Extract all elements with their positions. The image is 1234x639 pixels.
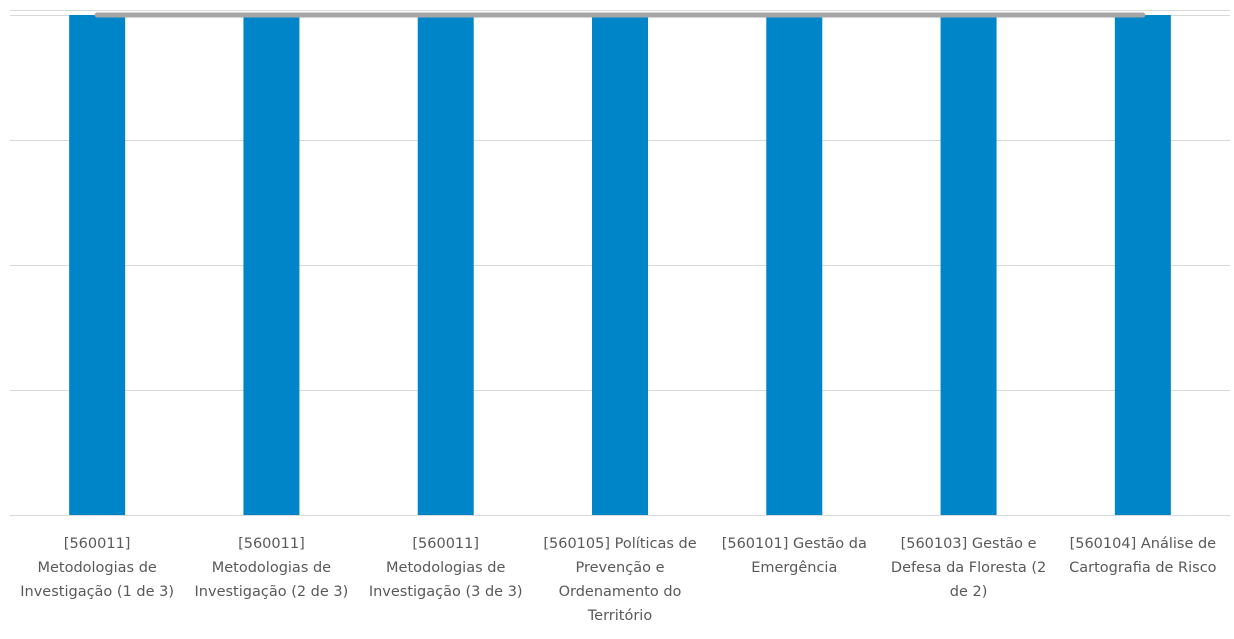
bar — [417, 15, 474, 515]
bar — [940, 15, 997, 515]
bar — [592, 15, 648, 515]
bar — [69, 15, 126, 515]
bar — [1114, 15, 1171, 515]
bar — [243, 15, 300, 515]
bar — [766, 15, 823, 515]
bar-series — [69, 15, 1171, 515]
